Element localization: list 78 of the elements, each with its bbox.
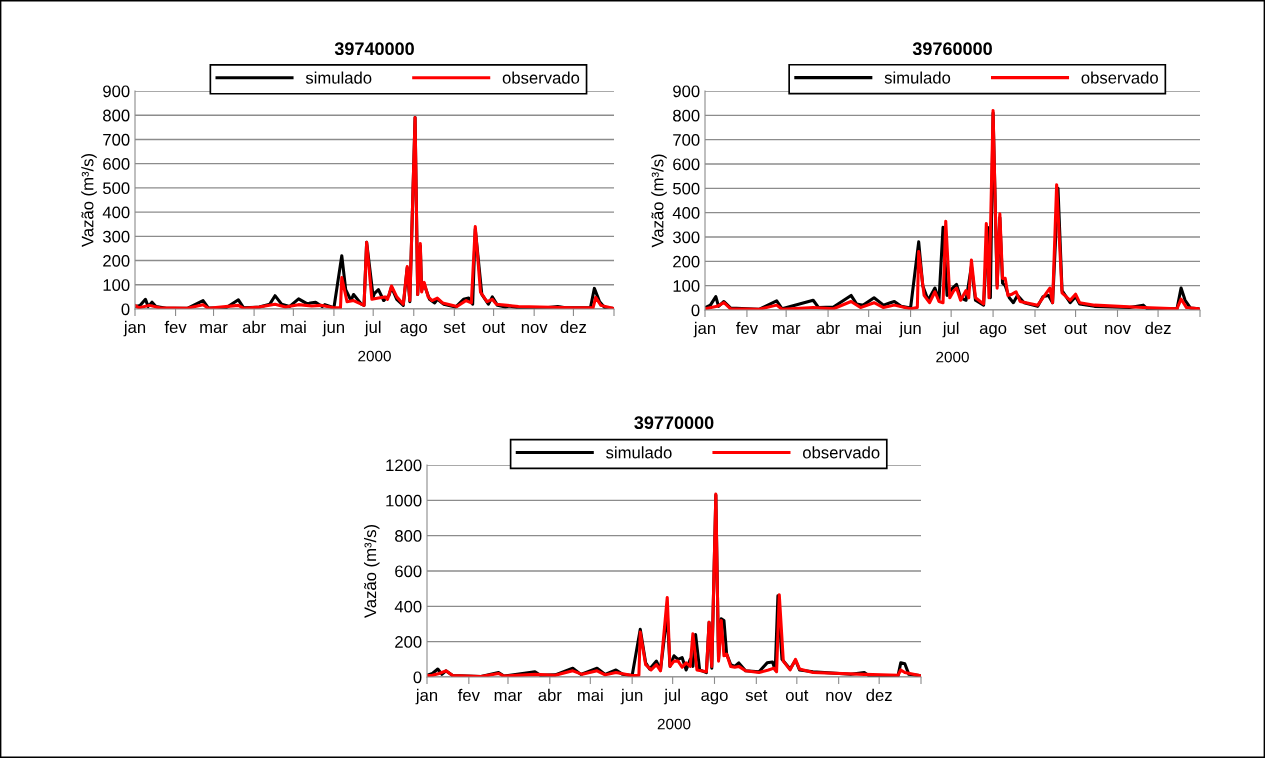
x-tick-label: dez (866, 688, 892, 702)
x-tick-label: ago (400, 323, 427, 337)
x-tick-label: fev (457, 688, 480, 702)
y-tick-label: 200 (673, 255, 700, 268)
x-tick-label: jul (364, 320, 381, 337)
x-tick-label: set (1024, 323, 1046, 335)
y-tick-label: 400 (102, 206, 130, 219)
x-tick-label: out (1064, 323, 1088, 335)
y-tick-label: 300 (672, 231, 700, 244)
y-tick-label: 600 (395, 565, 422, 578)
x-tick-label: jun (620, 688, 643, 705)
x-tick-label: dez (1145, 321, 1171, 335)
y-tick-label: 900 (673, 85, 700, 98)
y-tick-label: 0 (691, 304, 700, 317)
y-axis-title: Vazão (m³/s) (81, 153, 97, 247)
x-tick-label: jan (693, 321, 716, 338)
x-tick-label: jan (123, 320, 146, 337)
x-tick-label: fev (164, 320, 187, 334)
y-tick-label: 500 (673, 182, 700, 195)
y-tick-label: 300 (102, 230, 130, 243)
legend-label: simulado (606, 446, 672, 459)
y-tick-label: 700 (103, 133, 130, 146)
legend-label: observado (502, 71, 580, 84)
x-tick-label: jun (899, 321, 921, 338)
y-tick-label: 400 (672, 207, 700, 219)
x-tick-label: jul (942, 321, 959, 338)
y-tick-label: 600 (103, 158, 130, 170)
x-tick-label: abr (816, 321, 840, 335)
x-tick-label: nov (521, 323, 548, 334)
chart-title: 39740000 (334, 42, 414, 56)
x-tick-label: set (745, 690, 768, 702)
chart-title: 39760000 (912, 42, 992, 56)
y-tick-label: 200 (103, 254, 130, 267)
x-tick-label: mai (578, 688, 603, 702)
y-axis-title: Vazão (m³/s) (363, 524, 380, 618)
y-tick-label: 900 (103, 85, 130, 98)
y-tick-label: 0 (413, 671, 422, 684)
y-tick-label: 800 (395, 530, 422, 542)
x-tick-label: jul (663, 688, 680, 705)
y-tick-label: 700 (673, 134, 700, 146)
legend-label: observado (803, 446, 880, 459)
y-tick-label: 600 (673, 158, 700, 171)
x-tick-label: jun (322, 320, 344, 337)
chart-title: 39770000 (634, 416, 714, 430)
x-axis-title: 2000 (358, 350, 391, 362)
y-tick-label: 200 (395, 636, 422, 648)
x-tick-label: set (443, 322, 466, 334)
x-tick-label: dez (560, 320, 587, 334)
y-axis-title: Vazão (m³/s) (651, 154, 667, 248)
y-tick-label: 100 (103, 279, 130, 291)
x-tick-label: mar (772, 324, 801, 335)
x-tick-label: mar (494, 691, 523, 702)
x-tick-label: nov (826, 691, 853, 702)
x-tick-label: ago (979, 324, 1007, 338)
x-tick-label: abr (242, 320, 266, 334)
y-tick-label: 800 (103, 109, 130, 122)
y-tick-label: 1200 (386, 459, 422, 472)
y-tick-label: 1000 (386, 494, 422, 507)
y-tick-label: 400 (394, 600, 422, 613)
x-tick-label: mai (281, 320, 306, 334)
x-tick-label: abr (538, 688, 562, 702)
x-tick-label: nov (1105, 324, 1131, 335)
y-tick-label: 100 (673, 280, 700, 292)
legend-label: simulado (305, 71, 372, 84)
x-tick-label: fev (736, 321, 758, 335)
x-axis-title: 2000 (657, 718, 691, 730)
x-tick-label: jan (415, 688, 438, 705)
x-tick-label: out (785, 690, 809, 702)
x-axis-title: 2000 (936, 351, 969, 363)
legend-label: observado (1081, 71, 1158, 84)
y-tick-label: 800 (673, 109, 700, 122)
y-tick-label: 0 (121, 303, 130, 316)
legend-label: simulado (884, 71, 951, 84)
x-tick-label: ago (701, 691, 728, 705)
x-tick-label: mar (200, 323, 228, 334)
x-tick-label: mai (856, 321, 881, 335)
y-tick-label: 500 (103, 182, 130, 195)
x-tick-label: out (482, 322, 506, 334)
